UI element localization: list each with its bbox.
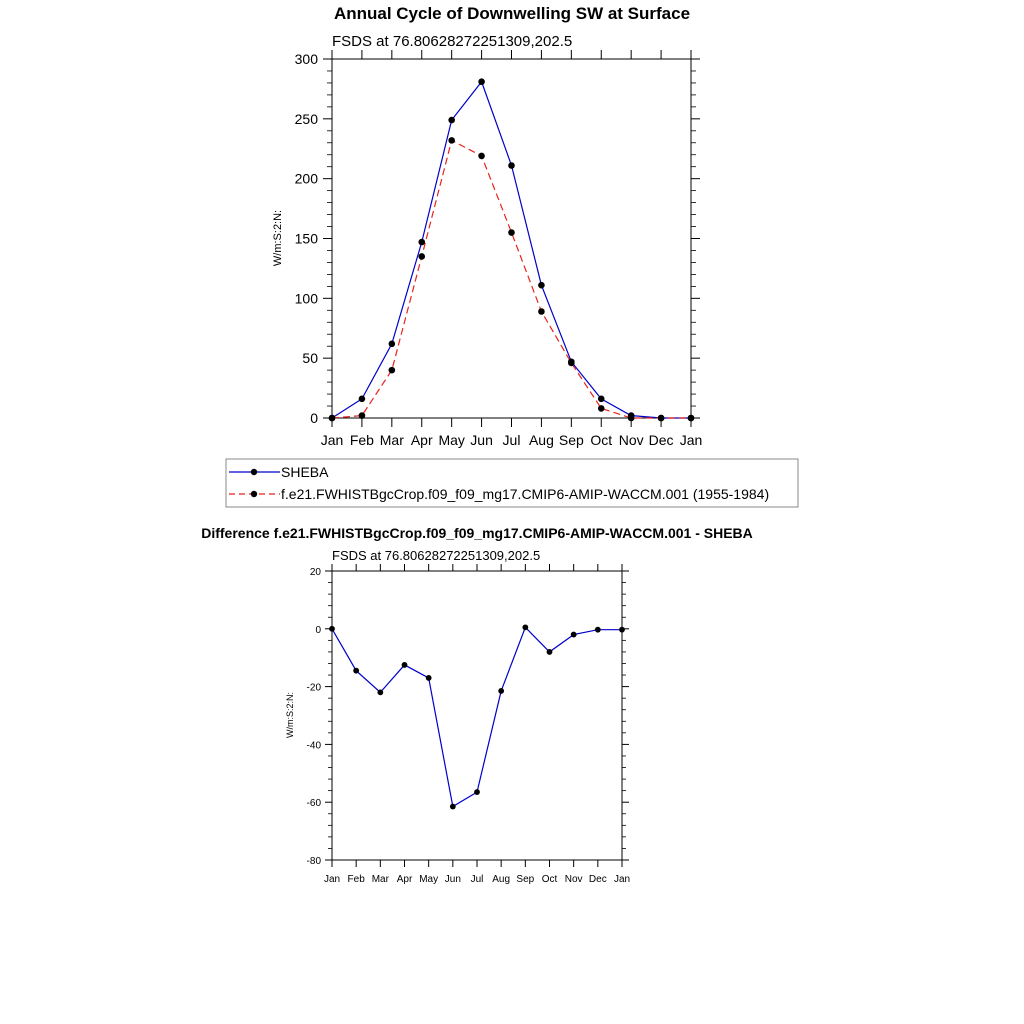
diff-data-point-0 <box>425 675 432 681</box>
x-tick-label: Aug <box>529 432 554 448</box>
diff-y-axis-label: W/m:S:2:N: <box>285 692 295 738</box>
diff-x-tick-label: Jun <box>445 874 461 885</box>
chart-subtitle: FSDS at 76.80628272251309,202.5 <box>332 33 572 50</box>
diff-x-tick-label: Apr <box>397 874 413 885</box>
data-point-0 <box>538 281 545 289</box>
data-point-0 <box>418 238 426 246</box>
diff-x-tick-label: Sep <box>516 874 534 885</box>
x-tick-label: Dec <box>649 432 674 448</box>
diff-data-point-0 <box>329 625 335 632</box>
diff-y-tick-label: -80 <box>307 856 322 867</box>
diff-data-point-0 <box>594 626 601 633</box>
x-tick-label: Apr <box>411 432 433 448</box>
y-tick-label: 250 <box>295 111 319 127</box>
y-tick-label: 0 <box>310 410 318 426</box>
diff-x-tick-label: Jan <box>614 874 630 885</box>
diff-x-tick-label: Oct <box>542 874 558 885</box>
data-point-1 <box>388 366 396 374</box>
data-point-1 <box>358 412 366 419</box>
diff-plot-frame <box>331 570 623 861</box>
legend-marker-sheba <box>250 468 258 476</box>
legend-label-sheba: SHEBA <box>281 464 329 480</box>
diff-data-point-0 <box>353 667 360 674</box>
y-tick-label: 150 <box>295 231 319 247</box>
data-point-0 <box>358 395 366 403</box>
diff-data-point-0 <box>401 662 408 668</box>
legend-box <box>225 458 799 508</box>
diff-x-tick-label: Aug <box>492 874 510 885</box>
diff-data-point-0 <box>449 803 456 810</box>
y-tick-label: 50 <box>302 350 318 366</box>
diff-data-point-0 <box>546 649 553 655</box>
diff-data-point-0 <box>570 631 577 638</box>
diff-data-point-0 <box>377 689 384 696</box>
y-axis-label: W/m:S:2:N: <box>272 210 284 266</box>
data-point-0 <box>597 395 605 403</box>
diff-x-tick-label: Dec <box>589 874 607 885</box>
data-point-1 <box>538 308 545 315</box>
legend: SHEBA f.e21.FWHISTBgcCrop.f09_f09_mg17.C… <box>225 458 799 508</box>
diff-data-point-0 <box>498 688 505 694</box>
diff-x-tick-label: Jul <box>471 874 484 885</box>
data-point-1 <box>478 152 485 160</box>
chart-title: Annual Cycle of Downwelling SW at Surfac… <box>334 4 690 23</box>
x-tick-label: Sep <box>559 432 584 448</box>
data-point-1 <box>687 414 695 422</box>
x-tick-label: Jul <box>503 432 521 448</box>
diff-y-tick-label: -40 <box>307 740 322 751</box>
diff-chart-title: Difference f.e21.FWHISTBgcCrop.f09_f09_m… <box>201 525 753 541</box>
x-tick-label: Jan <box>321 432 344 448</box>
data-point-1 <box>657 414 665 422</box>
diff-x-tick-label: Nov <box>565 874 583 885</box>
data-point-1 <box>448 137 455 144</box>
x-tick-label: Oct <box>590 432 612 448</box>
x-tick-label: Nov <box>619 432 644 448</box>
data-point-0 <box>508 162 515 169</box>
y-tick-label: 300 <box>295 51 319 67</box>
x-tick-label: Jun <box>470 432 493 448</box>
legend-label-model: f.e21.FWHISTBgcCrop.f09_f09_mg17.CMIP6-A… <box>281 486 769 502</box>
series-line-0 <box>331 80 691 419</box>
diff-chart-subtitle: FSDS at 76.80628272251309,202.5 <box>332 548 540 563</box>
diff-y-tick-label: 20 <box>310 567 322 578</box>
diff-x-tick-label: Jan <box>324 874 340 885</box>
y-tick-label: 100 <box>295 290 319 306</box>
plot-frame <box>331 58 692 419</box>
diff-data-point-0 <box>522 624 529 631</box>
data-point-1 <box>568 359 575 367</box>
x-tick-label: Feb <box>350 432 374 448</box>
diff-y-tick-label: -60 <box>307 798 322 809</box>
diff-y-tick-label: -20 <box>307 683 322 694</box>
x-tick-label: Mar <box>380 432 404 448</box>
data-point-1 <box>418 253 426 260</box>
diff-data-point-0 <box>474 789 480 795</box>
series-line-1 <box>331 139 691 419</box>
x-tick-label: Jan <box>680 432 703 448</box>
diff-x-tick-label: May <box>419 874 438 885</box>
data-point-0 <box>388 340 396 348</box>
diff-x-tick-label: Feb <box>348 874 366 885</box>
y-tick-label: 200 <box>295 171 319 187</box>
diff-x-tick-label: Mar <box>372 874 390 885</box>
data-point-1 <box>597 405 605 412</box>
data-point-0 <box>448 116 455 124</box>
data-point-1 <box>508 229 515 236</box>
diff-series-line-0 <box>331 626 622 808</box>
diff-y-tick-label: 0 <box>315 625 321 636</box>
data-point-1 <box>328 414 336 422</box>
legend-marker-model <box>250 490 258 498</box>
x-tick-label: May <box>438 432 464 448</box>
diff-data-point-0 <box>619 626 625 633</box>
data-point-0 <box>478 78 485 86</box>
data-point-1 <box>627 414 635 422</box>
